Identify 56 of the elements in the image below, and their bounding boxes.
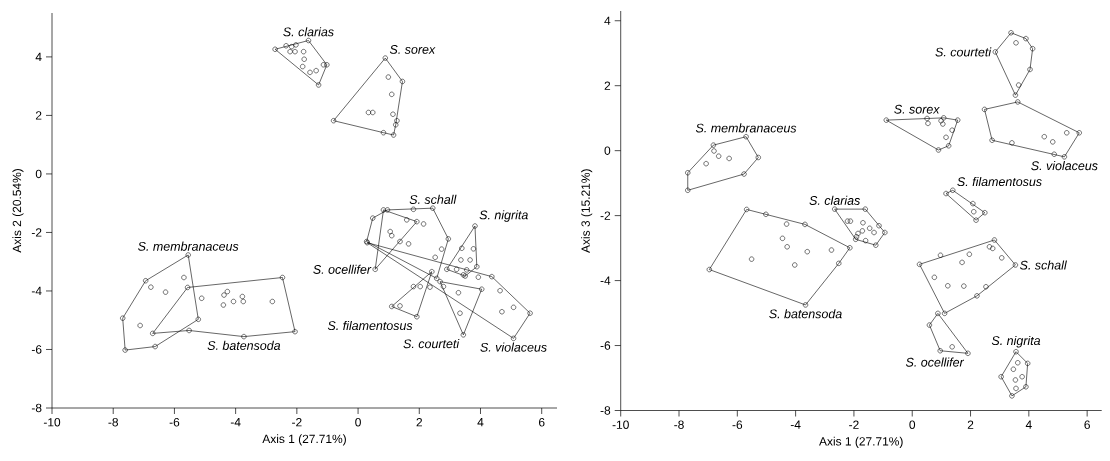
x-tick-label: -6 <box>169 418 180 427</box>
y-tick-label: 0 <box>35 169 42 179</box>
x-tick-label: 4 <box>477 418 484 427</box>
y-tick-label: -8 <box>31 403 42 413</box>
series-label: S. sorex <box>389 45 436 54</box>
x-tick-label: -10 <box>43 418 61 427</box>
x-tick-label: 0 <box>355 418 361 427</box>
y-tick-label: 2 <box>35 111 42 120</box>
series-label: S. batensoda <box>769 309 842 319</box>
series-label: S. ocellifer <box>905 357 965 367</box>
x-tick-label: -8 <box>674 420 684 429</box>
y-tick-label: 0 <box>604 146 611 155</box>
series-label: S. batensoda <box>207 340 281 350</box>
x-axis-title: Axis 1 (27.71%) <box>262 434 346 446</box>
x-tick-label: 2 <box>967 420 974 429</box>
x-tick-label: -8 <box>108 418 118 427</box>
series-label: S. violaceus <box>1031 161 1098 171</box>
y-tick-label: 4 <box>604 16 611 25</box>
y-tick-label: -4 <box>31 286 42 296</box>
series-label: S. nigrita <box>991 335 1041 348</box>
x-tick-label: 6 <box>1084 420 1090 429</box>
y-tick-label: 4 <box>35 52 42 61</box>
series-label: S. schall <box>409 194 457 204</box>
x-tick-label: 4 <box>1025 420 1032 429</box>
series-label: S. membranaceus <box>695 123 797 133</box>
series-label: S. schall <box>1019 260 1067 270</box>
x-tick-label: -10 <box>612 420 629 429</box>
x-tick-label: -4 <box>790 420 801 429</box>
x-tick-label: -4 <box>230 418 241 427</box>
series-label: S. membranaceus <box>138 241 239 251</box>
y-tick-label: -8 <box>600 406 611 415</box>
series-label: S. nigrita <box>479 210 528 222</box>
x-tick-label: 2 <box>416 418 422 427</box>
y-tick-label: -2 <box>600 211 611 220</box>
x-tick-label: 0 <box>909 420 916 429</box>
x-tick-label: -2 <box>849 420 859 429</box>
series-label: S. clarias <box>283 27 334 37</box>
series-label: S. violaceus <box>480 342 547 352</box>
series-label: S. ocellifer <box>313 264 372 274</box>
series-label: S. sorex <box>894 104 940 114</box>
y-tick-label: -6 <box>31 345 42 354</box>
x-tick-label: -6 <box>732 420 743 429</box>
series-label: S. clarias <box>809 195 861 205</box>
series-label: S. courteti <box>403 339 460 349</box>
x-tick-label: -2 <box>292 418 302 427</box>
x-tick-label: 6 <box>538 418 545 427</box>
y-axis-title: Axis 2 (20.54%) <box>12 169 24 253</box>
y-tick-label: -2 <box>31 228 42 237</box>
y-tick-label: 2 <box>604 81 611 90</box>
series-label: S. filamentosus <box>327 320 413 331</box>
y-tick-label: -4 <box>600 276 611 285</box>
series-label: S. courteti <box>935 47 992 57</box>
y-tick-label: -6 <box>600 341 611 350</box>
y-axis-title: Axis 3 (15.21%) <box>581 169 593 253</box>
series-label: S. filamentosus <box>957 176 1042 187</box>
x-axis-title: Axis 1 (27.71%) <box>819 436 903 448</box>
